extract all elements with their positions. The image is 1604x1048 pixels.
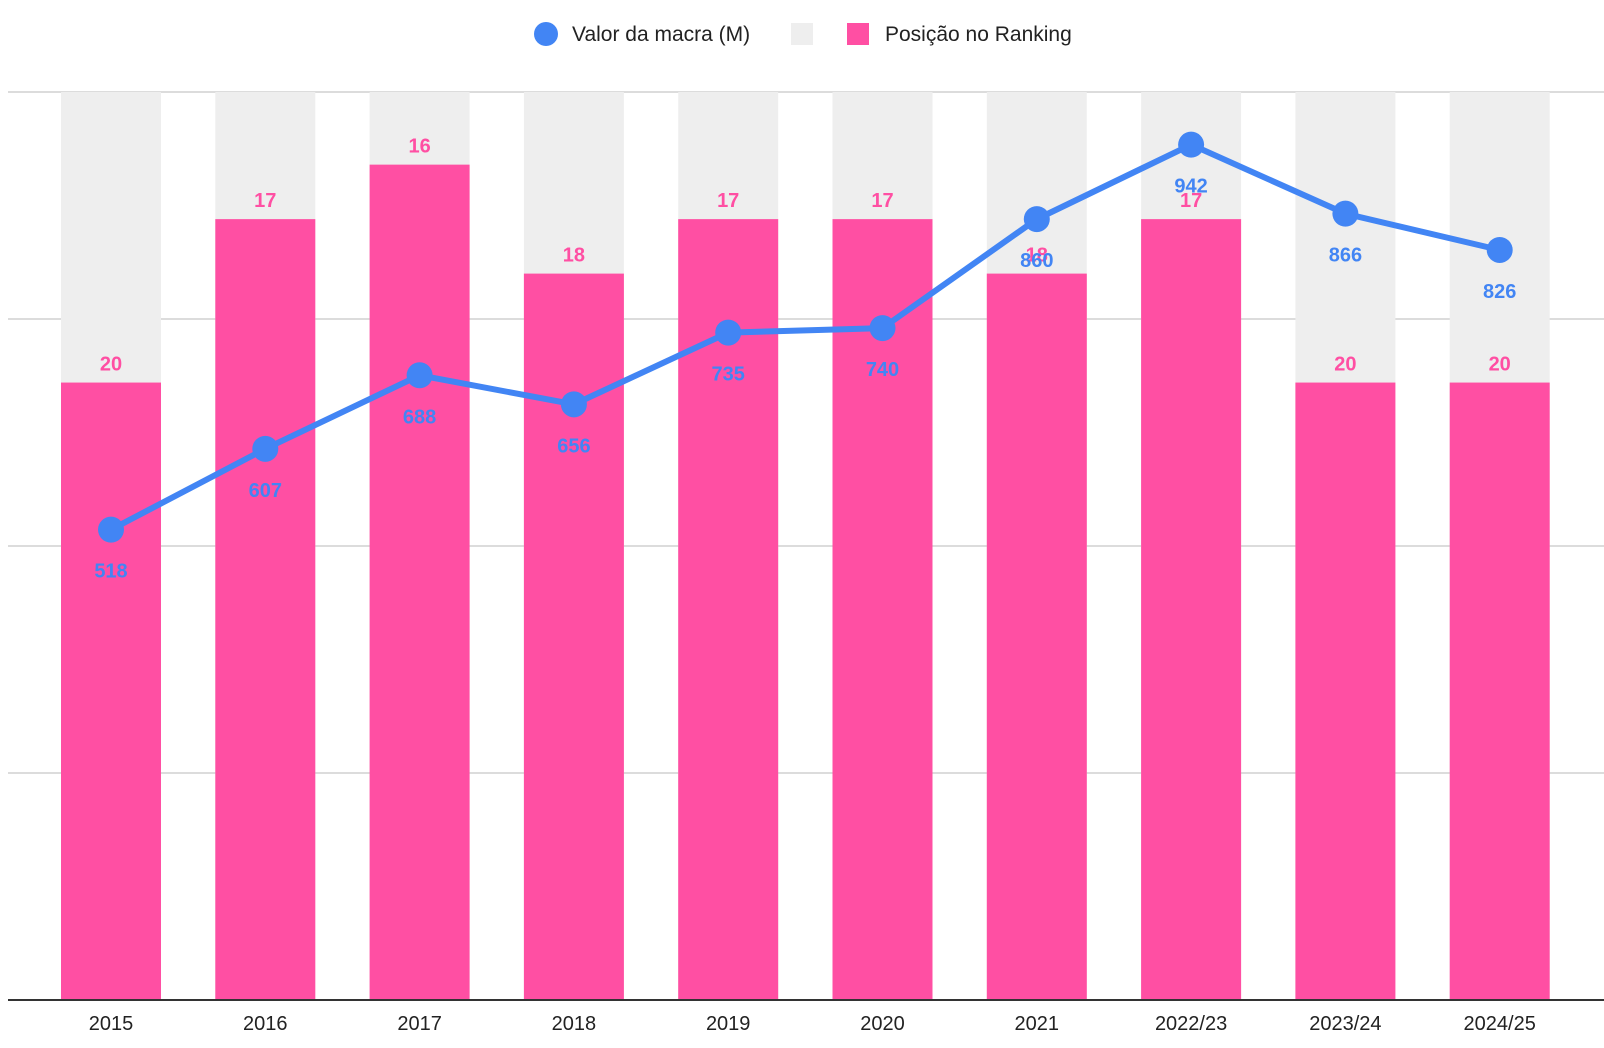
ranking-bar (215, 219, 316, 1000)
ranking-data-label: 17 (871, 190, 893, 212)
value-point (869, 315, 896, 342)
value-data-label: 860 (1020, 250, 1053, 272)
value-data-label: 518 (94, 561, 127, 583)
x-tick-labels: 2015 2016 2017 2018 2019 2020 2021 2022/23 2023/… (89, 1013, 1536, 1035)
value-data-label: 656 (557, 435, 590, 457)
x-tick-label: 2023/24 (1309, 1013, 1381, 1035)
legend-marker-circle (534, 22, 558, 46)
value-labels: 518 607 688 656 735 740 860 942 866 826 (94, 176, 1516, 583)
ranking-data-label: 17 (1180, 190, 1202, 212)
x-tick-label: 2021 (1015, 1013, 1060, 1035)
value-point (406, 362, 433, 389)
value-point (1178, 131, 1205, 158)
value-data-label: 942 (1174, 176, 1207, 198)
x-tick-label: 2019 (706, 1013, 751, 1035)
ranking-bar (1141, 219, 1242, 1000)
x-tick-label: 2017 (397, 1013, 442, 1035)
ranking-data-label: 20 (100, 354, 122, 376)
legend-marker-square (847, 23, 869, 45)
ranking-data-label: 20 (1334, 354, 1356, 376)
value-point (98, 516, 124, 543)
value-point (560, 391, 587, 418)
ranking-bar (1295, 382, 1396, 1000)
value-data-label: 688 (403, 406, 436, 428)
value-point (252, 435, 279, 462)
ranking-bar (1449, 382, 1550, 1000)
x-tick-label: 2016 (243, 1013, 288, 1035)
ranking-bar (369, 164, 470, 1000)
value-line-series (98, 131, 1513, 543)
value-point (1486, 236, 1513, 263)
ranking-bar (986, 273, 1087, 1001)
x-tick-label: 2020 (860, 1013, 905, 1035)
value-data-label: 735 (712, 364, 745, 386)
legend: Valor da macra (M) Posição no Ranking (534, 22, 1072, 46)
legend-label: Posição no Ranking (885, 23, 1072, 46)
ranking-bar (832, 219, 933, 1000)
value-data-label: 866 (1329, 245, 1362, 267)
x-tick-label: 2015 (89, 1013, 134, 1035)
legend-label: Valor da macra (M) (572, 23, 750, 46)
x-tick-label: 2024/25 (1464, 1013, 1536, 1035)
ranking-labels: 20 17 16 18 17 17 18 17 20 20 (100, 136, 1511, 376)
value-point (1332, 200, 1359, 227)
ranking-data-label: 18 (563, 245, 585, 267)
value-data-label: 607 (249, 480, 282, 502)
value-line (109, 141, 1501, 533)
ranking-data-label: 17 (254, 190, 276, 212)
ranking-data-label: 17 (717, 190, 739, 212)
ranking-bar (523, 273, 624, 1001)
ranking-bar (61, 382, 161, 1000)
ranking-data-label: 20 (1489, 354, 1511, 376)
ranking-bars (61, 164, 1550, 1001)
value-data-label: 740 (866, 359, 899, 381)
value-data-label: 826 (1483, 281, 1516, 303)
x-tick-label: 2018 (552, 1013, 597, 1035)
ranking-data-label: 16 (408, 136, 430, 158)
ranking-data-label: 18 (1026, 245, 1048, 267)
value-point (1023, 206, 1050, 233)
value-point (715, 319, 742, 346)
x-tick-label: 2022/23 (1155, 1013, 1227, 1035)
legend-marker-square (791, 23, 813, 45)
